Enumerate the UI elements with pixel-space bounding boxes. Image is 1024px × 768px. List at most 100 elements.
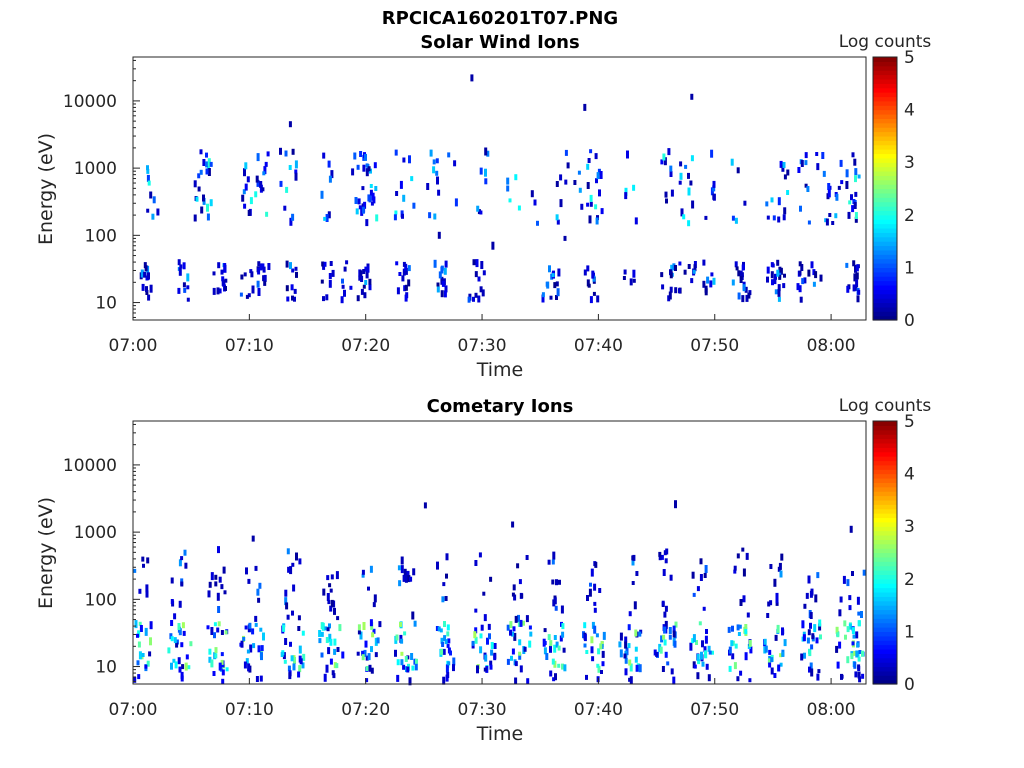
data-cell [440, 276, 444, 285]
data-cell [782, 214, 786, 221]
data-cell [836, 661, 840, 669]
data-cell [597, 168, 601, 175]
data-cell [343, 289, 346, 297]
data-cell [479, 286, 483, 293]
data-cell [444, 260, 448, 268]
data-cell [810, 261, 814, 269]
data-cell [178, 559, 182, 567]
data-cell [589, 194, 593, 202]
data-cell [210, 572, 214, 581]
x-axis-label: Time [476, 723, 524, 745]
data-cell [207, 168, 211, 176]
data-cell [706, 276, 710, 284]
data-cell [805, 592, 809, 599]
data-cell [857, 671, 861, 679]
data-cell [679, 172, 683, 180]
data-cell [591, 656, 595, 662]
data-cell [445, 664, 449, 673]
data-cell [323, 261, 327, 267]
data-cell [262, 632, 265, 641]
data-cell [669, 269, 673, 274]
data-cell [634, 646, 638, 652]
data-cell [329, 588, 333, 593]
data-cell [329, 605, 333, 612]
data-cell [696, 672, 700, 680]
data-cell [285, 285, 289, 292]
data-cell [506, 624, 510, 631]
data-cell [778, 562, 782, 570]
data-cell [786, 190, 790, 195]
data-cell [672, 263, 676, 271]
colorbar-frame [872, 56, 898, 321]
data-cell [262, 171, 266, 176]
data-cell [525, 615, 529, 623]
data-cell [138, 588, 142, 594]
data-cell [146, 168, 150, 174]
data-cell [413, 658, 417, 665]
data-cell [322, 264, 326, 270]
colorbar-tick-label: 1 [904, 622, 915, 642]
data-cell [802, 634, 806, 642]
data-cell [489, 664, 493, 670]
data-cell [145, 590, 149, 598]
data-cell [692, 269, 696, 274]
data-cell [217, 621, 221, 627]
data-cell [286, 614, 290, 620]
data-cell [596, 663, 600, 668]
data-cell [583, 643, 587, 648]
data-cell [705, 663, 709, 670]
data-cell [444, 285, 448, 293]
data-cell [250, 271, 254, 278]
data-cell [222, 566, 226, 574]
data-cell [519, 665, 523, 673]
data-cell [690, 93, 694, 100]
colorbar-segment [873, 583, 897, 589]
data-cell [289, 566, 293, 575]
data-cell [411, 665, 415, 671]
data-cell [394, 210, 398, 215]
colorbar-tick-label: 5 [904, 48, 915, 68]
data-cell [436, 176, 439, 185]
data-cell [220, 630, 224, 635]
colorbar-segment [873, 464, 897, 470]
colorbar-segment [873, 219, 897, 225]
data-cell [247, 663, 251, 672]
data-cell [294, 172, 298, 181]
data-cell [635, 571, 639, 576]
data-cell [798, 261, 802, 267]
colorbar-segment [873, 289, 897, 295]
data-cell [529, 631, 533, 637]
data-cell [592, 291, 596, 296]
data-cell [773, 578, 777, 587]
colorbar-segment [873, 640, 897, 646]
colorbar-segment [873, 631, 897, 637]
data-cell [408, 677, 412, 686]
data-cell [207, 590, 211, 598]
data-cell [218, 662, 222, 671]
data-cell [770, 667, 774, 675]
data-cell [631, 555, 635, 561]
data-cell [360, 276, 364, 282]
data-cell [262, 275, 266, 282]
data-cell [734, 217, 738, 224]
colorbar-segment [873, 241, 897, 247]
data-cell [487, 623, 491, 630]
data-cell [287, 665, 291, 672]
data-cell [771, 279, 774, 286]
data-cell [144, 627, 148, 636]
y-tick-label: 10000 [63, 92, 117, 112]
data-cell [740, 272, 744, 278]
data-cell [819, 274, 823, 282]
data-cell [318, 638, 322, 644]
colorbar-segment [873, 513, 897, 519]
data-cell [815, 637, 819, 644]
data-cell [739, 670, 743, 676]
colorbar-segment [873, 280, 897, 286]
data-cell [367, 586, 370, 591]
data-cell [770, 197, 774, 203]
data-cell [835, 193, 839, 201]
data-cell [471, 640, 475, 646]
data-cell [328, 633, 332, 642]
data-cell [846, 656, 850, 664]
data-cell [814, 271, 818, 279]
